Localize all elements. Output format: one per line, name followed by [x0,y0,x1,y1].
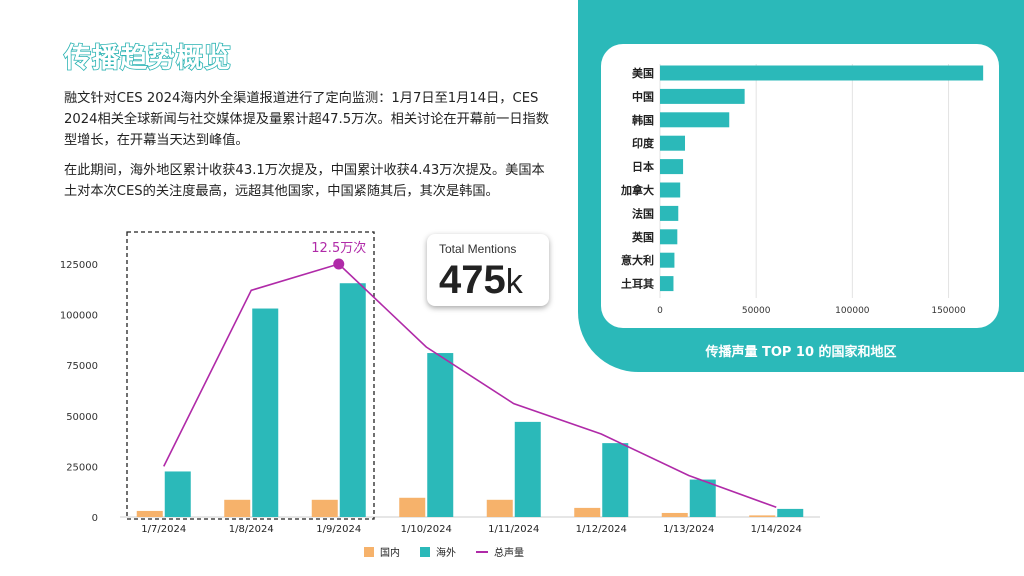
country-label: 法国 [632,206,654,220]
x-tick-label: 1/14/2024 [751,524,802,535]
country-bar [660,182,681,198]
x-tick-label: 100000 [835,306,870,316]
country-label: 美国 [632,66,654,80]
x-tick-label: 150000 [931,306,966,316]
summary-paragraph: 在此期间，海外地区累计收获43.1万次提及，中国累计收获4.43万次提及。美国本… [64,163,545,199]
country-bar [660,88,745,104]
overseas-bar [339,283,366,517]
country-label: 英国 [631,230,654,244]
country-label: 中国 [632,89,654,103]
peak-annotation: 12.5万次 [311,240,366,256]
total-mentions-card: Total Mentions 475k [427,234,549,306]
domestic-bar [574,507,601,517]
x-tick-label: 1/8/2024 [229,524,274,535]
country-bar [660,159,684,175]
overseas-bar [164,471,191,517]
country-bar [660,229,678,245]
y-tick-label: 100000 [60,311,98,322]
legend-swatch-domestic [364,547,374,557]
country-bar [660,135,686,151]
x-tick-label: 50000 [742,306,771,316]
country-bar-chart: 0 50000 100000 150000 美国中国韩国印度日本加拿大法国英国意大利土耳… [620,64,984,316]
country-label: 日本 [632,160,654,174]
legend-label-total: 总声量 [494,546,524,559]
page-title: 传播趋势概览 [63,42,232,75]
domestic-bar [224,499,251,517]
intro-paragraph: 融文针对CES 2024海内外全渠道报道进行了定向监测：1月7日至1月14日，C… [64,91,549,148]
country-bar [660,65,984,81]
y-tick-label: 75000 [66,361,98,372]
overseas-bar [689,479,716,517]
country-bar [660,112,730,128]
total-volume-line [163,263,777,509]
y-tick-label: 125000 [60,260,98,271]
legend-swatch-overseas [420,547,430,557]
y-tick-label: 50000 [66,412,98,423]
x-tick-label: 1/10/2024 [401,524,452,535]
legend-label-domestic: 国内 [380,546,400,559]
country-chart-caption: 传播声量 TOP 10 的国家和地区 [705,345,897,360]
peak-marker [333,258,345,270]
domestic-bar [486,499,513,517]
overseas-bar [252,308,279,517]
overseas-bar [514,421,541,517]
overseas-bar [602,443,629,517]
overseas-bar [427,353,454,517]
domestic-bar [399,497,426,517]
total-mentions-label: Total Mentions [439,242,517,256]
x-tick-label: 1/9/2024 [316,524,361,535]
x-tick-label: 0 [657,306,663,316]
country-bar [660,252,675,268]
country-bar [660,205,679,221]
domestic-bar [311,499,338,517]
country-bar [660,276,674,292]
country-chart-card: 0 50000 100000 150000 美国中国韩国印度日本加拿大法国英国意大利土耳… [601,44,999,328]
domestic-bar [749,515,776,517]
total-mentions-number: 475 [439,258,506,302]
y-tick-label: 0 [92,513,98,524]
legend-label-overseas: 海外 [436,546,456,559]
y-tick-label: 25000 [66,462,98,473]
domestic-bar [661,512,688,517]
x-tick-label: 1/7/2024 [141,524,186,535]
x-tick-label: 1/13/2024 [663,524,714,535]
x-tick-label: 1/11/2024 [488,524,539,535]
total-mentions-unit: k [505,263,523,301]
country-label: 韩国 [632,113,654,127]
x-tick-label: 1/12/2024 [576,524,627,535]
country-label: 加拿大 [620,183,654,197]
country-label: 土耳其 [621,277,654,291]
domestic-bar [136,510,163,517]
peak-highlight-box [126,231,375,520]
country-label: 印度 [632,136,655,150]
country-label: 意大利 [621,253,654,267]
overseas-bar [777,508,804,517]
total-mentions-value: 475k [439,258,523,303]
